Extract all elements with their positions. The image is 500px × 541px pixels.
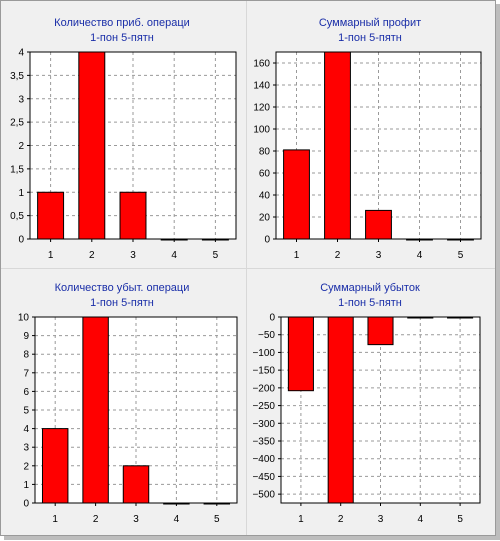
chart-3-ytick-label: 10 [18,313,30,324]
chart-3-ytick-label: 4 [23,424,29,435]
chart-2-xtick-label: 5 [458,250,464,261]
chart-2-ytick-label: 120 [253,103,270,114]
chart-2-ytick-label: 160 [253,59,270,70]
chart-2-xtick-label: 4 [417,250,423,261]
chart-4-bar-2 [327,316,354,504]
chart-3-ytick-label: 5 [23,406,29,417]
chart-1-bar-2 [78,51,106,240]
chart-4-ytick-label: −450 [252,472,275,483]
chart-3-xtick-label: 2 [93,514,99,525]
chart-1-xtick-label: 3 [130,250,136,261]
chart-1-ytick-label: 1,5 [10,164,24,175]
chart-2-xtick-label: 1 [294,250,300,261]
window-shadow-right [496,4,500,538]
chart-2-title: Суммарный профит [319,17,421,29]
chart-2-bar-3 [365,209,392,240]
chart-4-bar-1 [287,316,314,392]
chart-2-bar-1 [283,149,310,240]
window-shadow-bottom [4,536,500,540]
chart-2-xtick-label: 3 [376,250,382,261]
chart-2-ytick-label: 0 [264,235,270,246]
chart-1-ytick-label: 2,5 [10,118,24,129]
chart-3-ytick-label: 1 [23,480,29,491]
chart-3-title: Количество убыт. операци [55,282,190,294]
chart-2-bar-2 [324,51,351,240]
chart-1-xtick-label: 5 [213,250,219,261]
chart-1-bar-1 [37,191,65,240]
chart-3-ytick-label: 8 [23,350,29,361]
chart-4-ytick-label: −200 [252,383,275,394]
chart-3-xtick-label: 5 [214,514,220,525]
chart-3-xtick-label: 4 [174,514,180,525]
chart-3-ytick-label: 7 [23,368,29,379]
chart-4-xtick-label: 5 [457,514,463,525]
chart-4-bar-3 [367,316,394,346]
chart-2-ytick-label: 100 [253,125,270,136]
chart-4-ytick-label: −500 [252,490,275,501]
chart-2-ytick-label: 20 [259,213,271,224]
chart-2-ytick-label: 40 [259,191,271,202]
chart-3-xtick-label: 3 [133,514,139,525]
chart-1-bar-3 [119,191,147,240]
chart-3-subtitle: 1-пон 5-пятн [90,297,154,309]
panel-divider-horizontal [1,268,495,269]
chart-3-ytick-label: 6 [23,387,29,398]
chart-3-ytick-label: 9 [23,331,29,342]
chart-1-xtick-label: 4 [171,250,177,261]
chart-4-ytick-label: −400 [252,454,275,465]
chart-4-ytick-label: −150 [252,366,275,377]
chart-1-subtitle: 1-пон 5-пятн [90,32,154,44]
chart-3-ytick-label: 3 [23,443,29,454]
chart-4-ytick-label: −100 [252,348,275,359]
chart-1-ytick-label: 0,5 [10,211,24,222]
chart-4-title: Суммарный убыток [320,282,420,294]
chart-4-xtick-label: 3 [378,514,384,525]
chart-1-xtick-label: 2 [89,250,95,261]
chart-4-plot-border [280,316,481,504]
chart-1-title: Количество приб. операци [54,17,190,29]
chart-4-subtitle: 1-пон 5-пятн [338,297,402,309]
chart-4-xtick-label: 4 [418,514,424,525]
chart-3-ytick-label: 0 [23,499,29,510]
chart-4-xtick-label: 1 [298,514,304,525]
chart-3-bar-2 [82,316,109,504]
chart-4-xtick-label: 2 [338,514,344,525]
chart-1-ytick-label: 0 [18,235,24,246]
chart-3-bar-3 [122,465,150,504]
chart-1-ytick-label: 1 [18,188,24,199]
chart-4-ytick-label: −350 [252,437,275,448]
chart-2-subtitle: 1-пон 5-пятн [338,32,402,44]
chart-2-ytick-label: 60 [259,169,271,180]
chart-3-xtick-label: 1 [52,514,58,525]
chart-1-plot-border [29,51,237,240]
chart-1-ytick-label: 4 [18,48,24,59]
chart-1-ytick-label: 3,5 [10,71,24,82]
chart-4-ytick-label: 0 [269,313,275,324]
chart-2-plot-border [275,51,482,240]
chart-4-ytick-label: −50 [258,330,275,341]
chart-3-bar-1 [41,428,69,504]
chart-3-ytick-label: 2 [23,461,29,472]
chart-1-ytick-label: 2 [18,141,24,152]
chart-3-plot-border [34,316,238,504]
chart-4-ytick-label: −300 [252,419,275,430]
chart-2-ytick-label: 80 [259,147,271,158]
chart-4-ytick-label: −250 [252,401,275,412]
chart-1-ytick-label: 3 [18,94,24,105]
chart-2-ytick-label: 140 [253,81,270,92]
chart-1-xtick-label: 1 [48,250,54,261]
chart-2-xtick-label: 2 [335,250,341,261]
